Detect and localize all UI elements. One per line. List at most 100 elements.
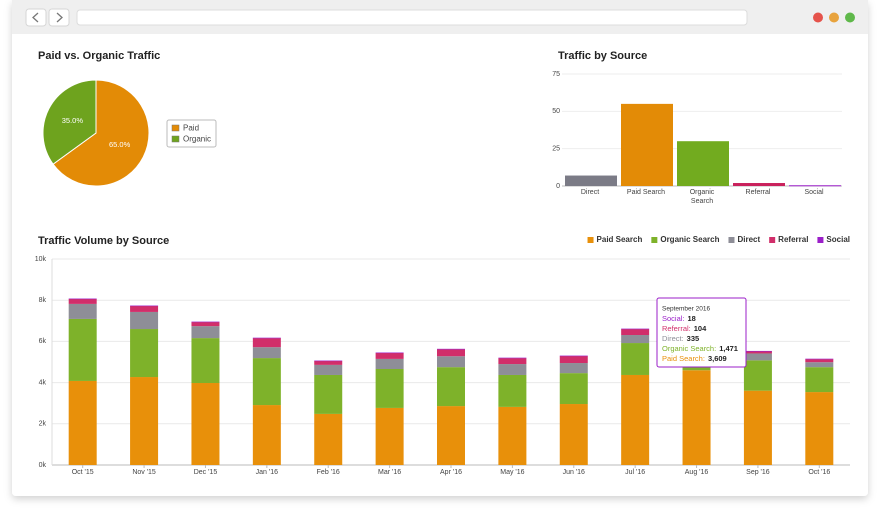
bar-segment <box>621 328 650 330</box>
maximize-dot[interactable] <box>845 12 855 23</box>
bar-segment <box>743 350 772 352</box>
legend-label: Social <box>826 235 850 244</box>
chart-title: Traffic Volume by Source <box>38 235 169 247</box>
bar-segment <box>498 358 527 365</box>
bar-segment <box>621 329 650 336</box>
x-tick-label: Jul '16 <box>625 469 645 476</box>
y-tick-label: 25 <box>552 146 560 153</box>
bar-segment <box>743 360 772 391</box>
bar-segment <box>252 337 281 339</box>
bar <box>621 103 673 186</box>
close-dot[interactable] <box>813 12 823 23</box>
bar-segment <box>252 338 281 348</box>
bar-segment <box>191 338 220 384</box>
bar <box>677 141 729 186</box>
bar-segment <box>375 407 404 465</box>
bar-segment <box>437 349 465 357</box>
tooltip-label: Social: <box>662 314 685 323</box>
y-tick-label: 4k <box>39 379 47 386</box>
legend-label: Organic Search <box>660 235 719 244</box>
bar-segment <box>191 383 220 465</box>
legend-swatch <box>587 237 594 243</box>
bar-segment <box>805 362 834 368</box>
x-tick-label: Apr '16 <box>440 469 462 476</box>
bar-segment <box>621 335 650 344</box>
bar-segment <box>191 322 220 327</box>
x-tick-label: Nov '15 <box>132 469 156 476</box>
bar-segment <box>68 298 97 300</box>
tooltip-title: September 2016 <box>662 306 710 313</box>
tooltip-label: Referral: <box>662 324 691 333</box>
y-tick-label: 75 <box>552 71 560 78</box>
tooltip-value: 1,471 <box>719 344 738 353</box>
y-tick-label: 10k <box>35 256 47 263</box>
legend-label: Organic <box>183 135 211 144</box>
y-tick-label: 8k <box>39 297 47 304</box>
y-tick-label: 0k <box>39 462 47 469</box>
slice-label: 65.0% <box>109 140 131 149</box>
y-tick-label: 6k <box>39 338 47 345</box>
bar-segment <box>252 405 281 465</box>
bar-segment <box>559 356 588 364</box>
bar-segment <box>130 305 159 312</box>
bar-segment <box>130 377 159 465</box>
bar-segment <box>805 358 834 360</box>
bar-segment <box>375 352 404 354</box>
x-tick-label: Sep '16 <box>746 469 770 476</box>
address-bar[interactable] <box>76 9 748 26</box>
legend-label: Paid Search <box>597 235 643 244</box>
tooltip-label: Paid Search: <box>662 354 705 363</box>
bar-segment <box>130 311 159 330</box>
bar-segment <box>68 298 97 304</box>
bar-segment <box>621 374 650 465</box>
chart-title: Traffic by Source <box>558 50 647 62</box>
bar-segment <box>191 326 220 339</box>
x-tick-label: Organic Search <box>690 189 715 205</box>
x-tick-label: Aug '16 <box>685 469 709 476</box>
bar-segment <box>805 359 834 363</box>
bar-segment <box>559 373 588 405</box>
bar-segment <box>743 353 772 361</box>
forward-button[interactable] <box>48 8 70 27</box>
bar-segment <box>805 367 834 393</box>
bar-segment <box>130 329 159 378</box>
bar-segment <box>559 363 588 374</box>
back-icon <box>32 12 39 23</box>
legend-swatch <box>651 237 658 243</box>
bar-segment <box>68 318 97 381</box>
x-tick-label: Referral <box>746 189 771 196</box>
y-tick-label: 50 <box>552 108 560 115</box>
back-button[interactable] <box>25 8 47 27</box>
bar-segment <box>375 369 404 408</box>
tooltip-label: Direct: <box>662 334 684 343</box>
bar-segment <box>805 392 834 465</box>
bar-segment <box>743 351 772 354</box>
bar-segment <box>437 356 465 368</box>
x-tick-label: Dec '15 <box>194 469 218 476</box>
bar-segment <box>498 364 527 375</box>
bar-segment <box>252 358 281 406</box>
bar-segment <box>621 343 650 375</box>
slice-label: 35.0% <box>62 116 84 125</box>
minimize-dot[interactable] <box>829 12 839 23</box>
bar-segment <box>437 367 465 407</box>
bar-segment <box>498 374 527 407</box>
tooltip-box <box>656 297 747 368</box>
bar <box>733 183 785 186</box>
x-tick-label: Paid Search <box>627 189 665 196</box>
bar-segment <box>375 352 404 359</box>
legend-label: Referral <box>778 235 808 244</box>
bar-segment <box>314 374 343 414</box>
legend-swatch <box>171 124 180 132</box>
x-tick-label: Oct '16 <box>808 469 830 476</box>
bar-segment <box>437 348 465 350</box>
legend-swatch <box>728 237 735 243</box>
tooltip-label: Organic Search: <box>662 344 716 353</box>
bar-segment <box>498 406 527 465</box>
chart-title: Paid vs. Organic Traffic <box>38 50 160 62</box>
x-tick-label: Oct '15 <box>72 469 94 476</box>
forward-icon <box>56 12 63 23</box>
x-tick-label: Jan '16 <box>256 469 278 476</box>
legend-label: Paid <box>183 124 199 133</box>
bar-segment <box>68 380 97 465</box>
